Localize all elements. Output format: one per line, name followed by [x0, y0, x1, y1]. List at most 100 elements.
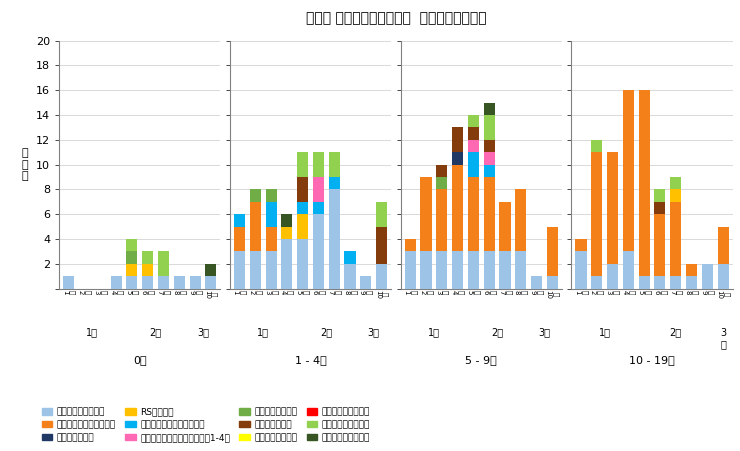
Bar: [547, 226, 558, 276]
Bar: [249, 202, 260, 252]
Bar: [639, 276, 650, 289]
Bar: [205, 264, 216, 276]
Text: 1月: 1月: [599, 327, 610, 337]
Bar: [607, 264, 618, 289]
Bar: [670, 202, 682, 276]
Bar: [376, 202, 387, 226]
Bar: [142, 264, 153, 276]
Bar: [63, 276, 74, 289]
Bar: [110, 276, 121, 289]
Bar: [127, 264, 138, 276]
Bar: [452, 252, 463, 289]
Bar: [686, 276, 697, 289]
Bar: [484, 115, 495, 140]
Bar: [639, 90, 650, 276]
Bar: [670, 276, 682, 289]
Bar: [266, 252, 277, 289]
Text: 3月: 3月: [539, 327, 551, 337]
Bar: [266, 202, 277, 226]
Bar: [281, 226, 292, 239]
Bar: [405, 252, 416, 289]
Text: 3月: 3月: [368, 327, 380, 337]
Bar: [484, 152, 495, 165]
Bar: [654, 202, 665, 214]
Bar: [297, 214, 308, 239]
Bar: [313, 202, 324, 214]
Bar: [702, 264, 713, 289]
Bar: [376, 226, 387, 264]
Bar: [670, 189, 682, 202]
Bar: [547, 276, 558, 289]
Text: 1 - 4歳: 1 - 4歳: [295, 355, 326, 365]
Bar: [654, 189, 665, 202]
Bar: [345, 264, 355, 289]
Bar: [189, 276, 201, 289]
Bar: [484, 102, 495, 115]
Bar: [468, 115, 479, 127]
Bar: [158, 276, 169, 289]
Bar: [468, 152, 479, 177]
Bar: [127, 239, 138, 252]
Bar: [500, 252, 511, 289]
Bar: [329, 189, 340, 289]
Text: 1月: 1月: [428, 327, 440, 337]
Bar: [484, 252, 495, 289]
Bar: [484, 140, 495, 152]
Bar: [360, 276, 371, 289]
Bar: [249, 252, 260, 289]
Bar: [452, 127, 463, 152]
Bar: [531, 276, 542, 289]
Text: 2月: 2月: [320, 327, 332, 337]
Text: 3月: 3月: [197, 327, 209, 337]
Bar: [345, 252, 355, 264]
Bar: [484, 177, 495, 252]
Bar: [297, 177, 308, 202]
Text: 10 - 19歳: 10 - 19歳: [629, 355, 675, 365]
Bar: [281, 214, 292, 226]
Bar: [142, 252, 153, 264]
Bar: [158, 252, 169, 276]
Bar: [484, 165, 495, 177]
Bar: [437, 189, 447, 252]
Bar: [515, 252, 526, 289]
Bar: [281, 239, 292, 289]
Bar: [376, 264, 387, 289]
Bar: [437, 252, 447, 289]
Bar: [127, 252, 138, 264]
Bar: [468, 252, 479, 289]
Bar: [234, 214, 245, 226]
Bar: [468, 177, 479, 252]
Bar: [297, 152, 308, 177]
Bar: [686, 264, 697, 276]
Text: 1月: 1月: [87, 327, 98, 337]
Bar: [329, 152, 340, 177]
Bar: [437, 177, 447, 189]
Bar: [420, 177, 431, 252]
Text: 2月: 2月: [149, 327, 161, 337]
Bar: [654, 276, 665, 289]
Bar: [468, 127, 479, 140]
Bar: [297, 239, 308, 289]
Bar: [127, 276, 138, 289]
Bar: [266, 226, 277, 252]
Bar: [452, 152, 463, 165]
Bar: [718, 226, 729, 264]
Bar: [718, 264, 729, 289]
Bar: [437, 165, 447, 177]
Bar: [313, 214, 324, 289]
Bar: [576, 239, 587, 252]
Bar: [142, 276, 153, 289]
Text: 1月: 1月: [257, 327, 269, 337]
Text: 2月: 2月: [670, 327, 682, 337]
Bar: [420, 252, 431, 289]
Bar: [249, 189, 260, 202]
Bar: [174, 276, 185, 289]
Text: 3
月: 3 月: [720, 327, 726, 349]
Bar: [468, 140, 479, 152]
Bar: [591, 276, 602, 289]
Text: 年齢別 病原体検出数の推移  （不検出を除く）: 年齢別 病原体検出数の推移 （不検出を除く）: [306, 11, 486, 25]
Bar: [329, 177, 340, 189]
Bar: [266, 189, 277, 202]
Bar: [313, 152, 324, 177]
Bar: [515, 189, 526, 252]
